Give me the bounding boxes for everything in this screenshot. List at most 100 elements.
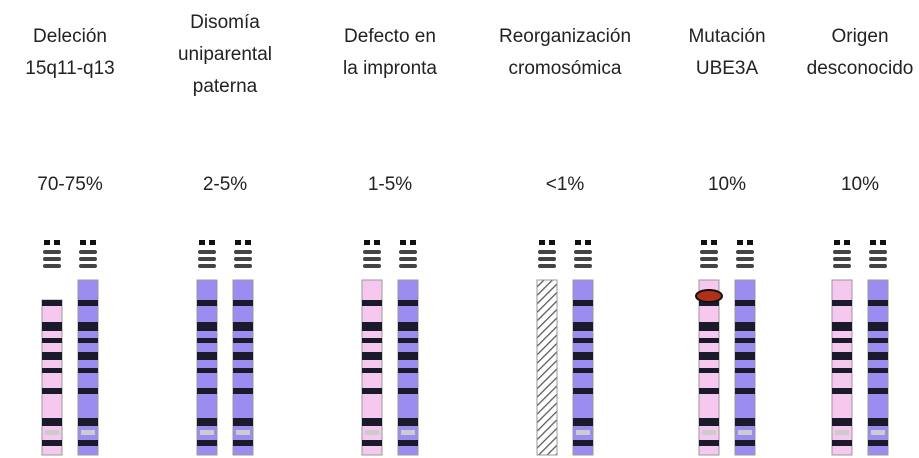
chromosome (197, 280, 217, 455)
band (832, 338, 852, 343)
band (868, 388, 888, 394)
satellite (374, 240, 380, 245)
satellite (711, 240, 717, 245)
column-label: paterna (193, 76, 258, 97)
satellite-band (736, 264, 754, 268)
band (735, 388, 755, 394)
band (832, 418, 852, 426)
band (42, 352, 62, 360)
chromosome (868, 280, 888, 455)
percentage: <1% (546, 174, 585, 195)
mutation (696, 290, 722, 302)
satellite (880, 240, 886, 245)
band (42, 338, 62, 343)
band (735, 338, 755, 343)
band (573, 368, 593, 373)
chromosome (573, 280, 593, 455)
satellite-band (869, 257, 887, 261)
band (197, 322, 217, 331)
band (398, 322, 418, 331)
band (868, 338, 888, 343)
band (197, 352, 217, 360)
band (398, 440, 418, 446)
band (868, 368, 888, 373)
percentage: 2-5% (203, 174, 247, 195)
band (233, 388, 253, 394)
band (573, 338, 593, 343)
satellite-band (538, 250, 556, 254)
satellite-band (700, 257, 718, 261)
band (735, 300, 755, 306)
chromosome (398, 280, 418, 455)
band (42, 418, 62, 426)
satellite-band (574, 250, 592, 254)
band (78, 368, 98, 373)
band (398, 368, 418, 373)
satellite (235, 240, 241, 245)
satellite-band (574, 257, 592, 261)
chromosome (78, 280, 98, 455)
percentage: 70-75% (37, 174, 103, 195)
satellite (400, 240, 406, 245)
satellite (737, 240, 743, 245)
band-light (365, 430, 379, 435)
band (699, 418, 719, 426)
satellite (844, 240, 850, 245)
satellite-band (833, 250, 851, 254)
satellite-band (79, 250, 97, 254)
band (832, 352, 852, 360)
band (42, 300, 62, 306)
band-light (702, 430, 716, 435)
percentage: 10% (708, 174, 746, 195)
satellite-band (43, 264, 61, 268)
satellite-band (43, 257, 61, 261)
band (868, 418, 888, 426)
band (197, 440, 217, 446)
band (197, 418, 217, 426)
column-label: Disomía (190, 12, 260, 33)
band (362, 388, 382, 394)
satellite-band (399, 257, 417, 261)
satellite (701, 240, 707, 245)
satellite-band (700, 264, 718, 268)
band (233, 352, 253, 360)
band (573, 352, 593, 360)
satellite-band (79, 264, 97, 268)
band (362, 418, 382, 426)
satellite-band (79, 257, 97, 261)
satellite-band (869, 250, 887, 254)
satellite (245, 240, 251, 245)
band-light (738, 430, 752, 435)
satellite (410, 240, 416, 245)
column-label: Defecto en (344, 26, 436, 47)
satellite-band (43, 250, 61, 254)
band (197, 338, 217, 343)
band (573, 322, 593, 331)
band (233, 338, 253, 343)
satellite-band (234, 250, 252, 254)
satellite-band (234, 257, 252, 261)
satellite-band (538, 264, 556, 268)
satellite-band (833, 257, 851, 261)
column-label: Reorganización (499, 26, 631, 47)
band (699, 322, 719, 331)
band (398, 388, 418, 394)
satellite-band (736, 250, 754, 254)
band (699, 352, 719, 360)
band (832, 300, 852, 306)
column-label: 15q11-q13 (25, 58, 114, 79)
band (735, 418, 755, 426)
band (362, 322, 382, 331)
diagram: Deleción15q11-q1370-75%Disomíauniparenta… (0, 0, 919, 458)
band (868, 440, 888, 446)
band (832, 440, 852, 446)
band (42, 440, 62, 446)
band (78, 418, 98, 426)
band (868, 300, 888, 306)
satellite (549, 240, 555, 245)
band (78, 352, 98, 360)
band (362, 368, 382, 373)
